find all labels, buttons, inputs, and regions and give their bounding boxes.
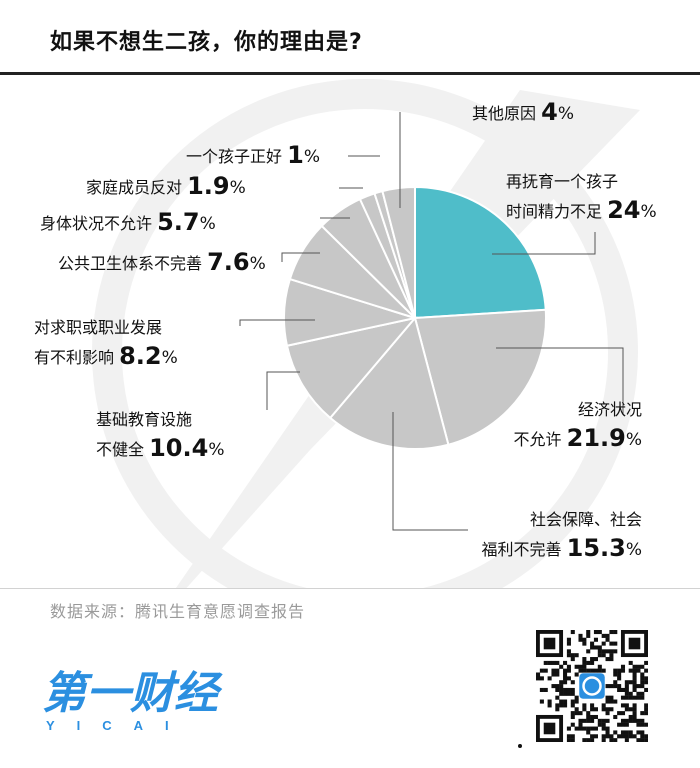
pie-slice [285, 316, 418, 420]
percent-sign: % [208, 440, 225, 460]
leader-line [496, 347, 624, 415]
percent-sign: % [199, 214, 216, 234]
chart-title: 如果不想生二孩，你的理由是? [50, 30, 363, 55]
percent-sign: % [625, 430, 642, 450]
leader-line [492, 232, 596, 255]
slice-label: 家庭成员反对 1.9% [86, 172, 246, 202]
percent-sign: % [625, 540, 642, 560]
logo-sub: YICAI [46, 718, 191, 733]
slice-label: 社会保障、社会福利不完善 15.3% [482, 506, 642, 564]
slice-label-text: 基础教育设施 [96, 410, 193, 429]
slice-label: 公共卫生体系不完善 7.6% [58, 248, 266, 278]
percent-sign: % [229, 178, 246, 198]
percent-sign: % [640, 202, 657, 222]
leader-line [266, 371, 300, 410]
yicai-logo: 第一财经 YICAI [42, 669, 223, 733]
slice-label: 再抚育一个孩子 时间精力不足 24% [506, 168, 657, 226]
slice-label-text: 再抚育一个孩子 [506, 172, 619, 191]
leader-line [281, 252, 320, 262]
slice-value: 15.3 [566, 534, 626, 562]
slice-label-text: 时间精力不足 [506, 202, 603, 221]
source-divider [0, 588, 700, 589]
pie-slice [381, 185, 416, 319]
slice-label-text: 一个孩子正好 [186, 147, 283, 166]
slice-label-text: 公共卫生体系不完善 [58, 254, 203, 273]
slice-label-text: 经济状况 [577, 400, 642, 419]
slice-value: 4 [541, 98, 558, 126]
slice-label: 身体状况不允许 5.7% [40, 208, 216, 238]
slice-label: 一个孩子正好 1% [186, 141, 320, 171]
slice-value: 1 [287, 141, 304, 169]
leader-line [392, 412, 468, 531]
qr-code [536, 630, 648, 742]
percent-sign: % [303, 147, 320, 167]
slice-label: 经济状况 不允许 21.9% [514, 396, 642, 454]
leader-line [239, 319, 315, 326]
slice-label-text: 对求职或职业发展 [34, 318, 163, 337]
slice-label-text: 社会保障、社会 [529, 510, 642, 529]
slice-value: 21.9 [566, 424, 626, 452]
slice-label-text: 其他原因 [472, 104, 537, 123]
slice-label-text: 福利不完善 [481, 540, 562, 559]
pie-slice [413, 308, 547, 446]
slice-value: 8.2 [119, 342, 162, 370]
logo-text: 第一财经 [42, 669, 223, 718]
slice-value: 5.7 [157, 208, 200, 236]
slice-value: 10.4 [149, 434, 209, 462]
slice-value: 7.6 [207, 248, 250, 276]
pie-slice [328, 315, 450, 450]
slice-label-text: 家庭成员反对 [86, 178, 183, 197]
title-divider [0, 72, 700, 75]
slice-label: 对求职或职业发展 有不利影响 8.2% [34, 314, 178, 372]
slice-label-text: 不允许 [513, 430, 562, 449]
slice-label: 其他原因 4% [472, 98, 574, 128]
slice-label-text: 身体状况不允许 [40, 214, 153, 233]
slice-value: 1.9 [187, 172, 230, 200]
percent-sign: % [249, 254, 266, 274]
percent-sign: % [557, 104, 574, 124]
percent-sign: % [161, 348, 178, 368]
slice-label: 基础教育设施 不健全 10.4% [96, 406, 224, 464]
pie-chart [92, 79, 640, 588]
slice-label-text: 不健全 [96, 440, 145, 459]
pie-slice [414, 185, 547, 320]
slice-value: 24 [607, 196, 641, 224]
source-note: 数据来源：腾讯生育意愿调查报告 [50, 602, 306, 621]
decorative-dot [518, 744, 522, 748]
slice-label-text: 有不利影响 [34, 348, 115, 367]
